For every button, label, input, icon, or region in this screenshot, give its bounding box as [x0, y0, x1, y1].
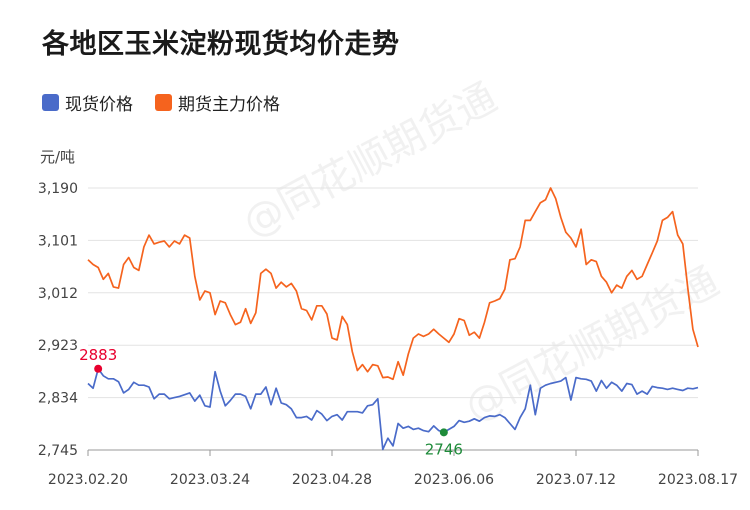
x-tick-label: 2023.04.28	[292, 472, 372, 488]
legend-item-futures[interactable]: 期货主力价格	[155, 90, 280, 115]
x-tick-label: 2023.06.06	[414, 472, 494, 488]
x-tick-label: 2023.03.24	[170, 472, 250, 488]
y-tick-label: 2,923	[38, 338, 78, 354]
chart-legend: 现货价格 期货主力价格	[42, 90, 280, 115]
legend-label-spot: 现货价格	[65, 95, 133, 115]
axis-layer: 2,745 2,834 2,923 3,012 3,101 3,190 2023.02.20…	[38, 181, 738, 488]
annotation-layer: 2883 2746	[79, 346, 463, 459]
y-tick-label: 3,012	[38, 286, 78, 302]
y-tick-label: 3,101	[38, 233, 78, 249]
annotation-label: 2883	[79, 346, 117, 364]
annotation-marker	[94, 364, 103, 373]
series-layer	[87, 187, 699, 451]
y-tick-label: 2,745	[38, 443, 78, 459]
legend-label-futures: 期货主力价格	[178, 95, 280, 115]
y-axis-unit-label: 元/吨	[40, 148, 76, 166]
legend-swatch-spot	[42, 94, 59, 111]
x-tick-label: 2023.07.12	[536, 472, 616, 488]
series-line-spot	[87, 367, 699, 451]
legend-item-spot[interactable]: 现货价格	[42, 90, 133, 115]
x-tick-label: 2023.02.20	[48, 472, 128, 488]
grid-layer	[88, 187, 698, 451]
annotation-label: 2746	[425, 440, 463, 458]
series-line-futures	[87, 187, 699, 381]
x-tick-label: 2023.08.17	[658, 472, 738, 488]
chart-title: 各地区玉米淀粉现货均价走势	[42, 29, 400, 60]
legend-swatch-futures	[155, 94, 172, 111]
y-tick-label: 2,834	[38, 391, 78, 407]
y-tick-label: 3,190	[38, 181, 78, 197]
annotation-marker	[439, 428, 448, 437]
